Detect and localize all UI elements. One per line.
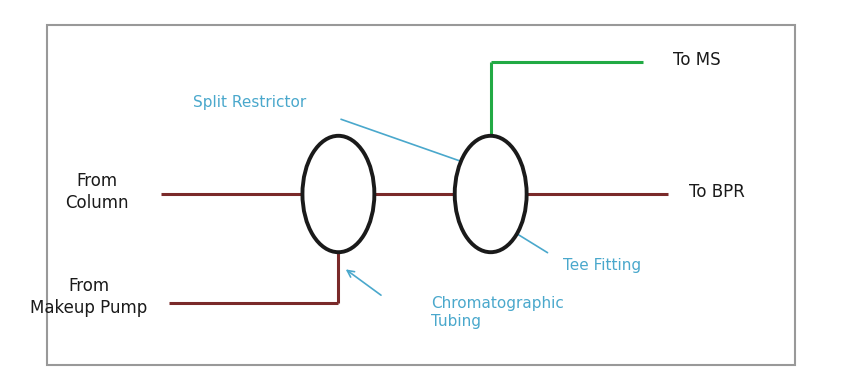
Text: Chromatographic
Tubing: Chromatographic Tubing [431,296,564,329]
Ellipse shape [454,136,526,252]
Text: From
Makeup Pump: From Makeup Pump [30,277,147,317]
Ellipse shape [303,136,374,252]
Text: From
Column: From Column [65,172,129,212]
Text: Split Restrictor: Split Restrictor [193,95,306,110]
FancyBboxPatch shape [47,25,795,365]
Text: To BPR: To BPR [689,183,745,201]
Text: To MS: To MS [673,51,720,69]
Text: Tee Fitting: Tee Fitting [563,258,640,273]
